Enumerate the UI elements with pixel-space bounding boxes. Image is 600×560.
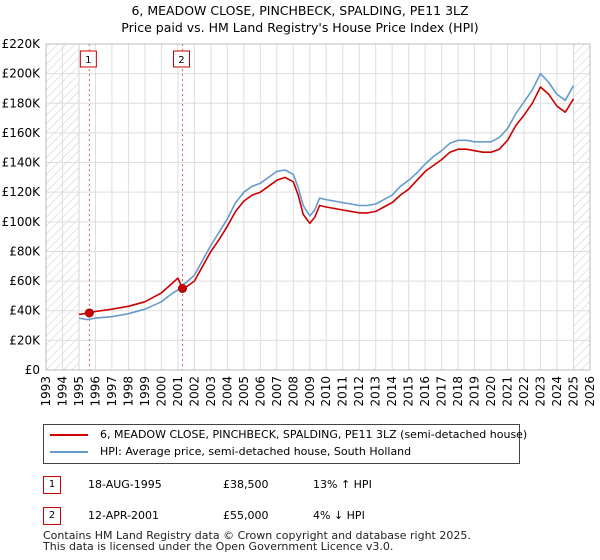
- sale-price-1: £38,500: [223, 478, 269, 491]
- x-axis-ticks: 1993 1994 1995 1996 1997 1998 1999 2000 2001 2002…: [39, 376, 597, 407]
- hatched-region-2: [573, 44, 590, 370]
- y-tick-label: £60K: [9, 274, 41, 288]
- x-tick-label: 2019: [468, 376, 482, 407]
- x-tick-label: 2005: [237, 376, 251, 407]
- x-tick-label: 2018: [451, 376, 465, 407]
- sale-flag-box-1: [79, 50, 97, 68]
- x-tick-label: 2026: [583, 376, 597, 407]
- x-tick-label: 2004: [220, 376, 234, 407]
- footer: Contains HM Land Registry data © Crown c…: [43, 530, 471, 552]
- sale-price-2: £55,000: [223, 509, 269, 522]
- sale-badge-1: 1: [43, 476, 61, 494]
- x-tick-label: 2011: [336, 376, 350, 407]
- x-tick-label: 2023: [534, 376, 548, 407]
- x-tick-label: 2025: [567, 376, 581, 407]
- legend-swatch-property: [50, 434, 88, 436]
- sale-markers: [84, 284, 187, 318]
- x-tick-label: 2001: [171, 376, 185, 407]
- sale-delta-1: 13% ↑ HPI: [313, 478, 372, 491]
- plot-area-border: [45, 43, 591, 371]
- footer-line-2: This data is licensed under the Open Gov…: [43, 540, 394, 553]
- footer-line-1: Contains HM Land Registry data © Crown c…: [43, 529, 471, 542]
- x-tick-label: 1999: [138, 376, 152, 407]
- legend-swatch-hpi: [50, 451, 88, 453]
- x-tick-label: 2017: [435, 376, 449, 407]
- chart-title: 6, MEADOW CLOSE, PINCHBECK, SPALDING, PE…: [0, 2, 600, 36]
- sale-delta-2: 4% ↓ HPI: [313, 509, 365, 522]
- x-tick-label: 2013: [369, 376, 383, 407]
- y-tick-label: £140K: [2, 156, 42, 170]
- x-tick-label: 1994: [55, 376, 69, 407]
- x-tick-label: 2008: [286, 376, 300, 407]
- x-tick-label: 2003: [204, 376, 218, 407]
- x-tick-label: 2014: [385, 376, 399, 407]
- x-tick-label: 2010: [319, 376, 333, 407]
- sale-flag-label-1: 1: [85, 55, 91, 66]
- sale-date-1: 18-AUG-1995: [88, 478, 162, 491]
- y-axis-ticks: £0 £20K £40K £60K £80K £100K £120K £140K £160K £1…: [2, 37, 42, 377]
- x-tick-label: 2002: [187, 376, 201, 407]
- y-tick-label: £200K: [2, 67, 42, 81]
- x-tick-label: 2022: [517, 376, 531, 407]
- sale-date-2: 12-APR-2001: [88, 509, 160, 522]
- grid-layer: [45, 43, 591, 371]
- sale-badge-2: 2: [43, 507, 61, 525]
- x-tick-label: 2016: [418, 376, 432, 407]
- legend-label-property: 6, MEADOW CLOSE, PINCHBECK, SPALDING, PE…: [100, 428, 528, 441]
- y-tick-label: £20K: [9, 333, 41, 347]
- x-tick-label: 1998: [121, 376, 135, 407]
- x-tick-label: 1995: [72, 376, 86, 407]
- hatch-layer: [46, 44, 590, 370]
- y-tick-label: £220K: [2, 37, 42, 51]
- x-tick-label: 2015: [402, 376, 416, 407]
- y-tick-label: £40K: [9, 304, 41, 318]
- x-tick-label: 2024: [550, 376, 564, 407]
- sale-marker-2: [177, 284, 187, 293]
- x-tick-label: 1996: [88, 376, 102, 407]
- y-tick-label: £160K: [2, 126, 42, 140]
- x-tick-label: 1997: [105, 376, 119, 407]
- y-tick-label: £120K: [2, 185, 42, 199]
- x-tick-label: 2021: [501, 376, 515, 407]
- y-tick-label: £100K: [2, 215, 42, 229]
- x-tick-label: 2006: [253, 376, 267, 407]
- hpi-line: [78, 72, 575, 321]
- x-tick-label: 2000: [154, 376, 168, 407]
- x-tick-label: 1993: [39, 376, 53, 407]
- x-tick-label: 2012: [352, 376, 366, 407]
- legend: 6, MEADOW CLOSE, PINCHBECK, SPALDING, PE…: [43, 424, 527, 464]
- y-tick-label: £80K: [9, 244, 41, 258]
- title-line-1: 6, MEADOW CLOSE, PINCHBECK, SPALDING, PE…: [131, 3, 469, 18]
- sale-flag-box-2: [172, 50, 190, 68]
- title-line-2: Price paid vs. HM Land Registry's House …: [121, 20, 479, 35]
- legend-label-hpi: HPI: Average price, semi-detached house,…: [100, 445, 412, 458]
- x-tick-label: 2009: [303, 376, 317, 407]
- x-tick-label: 2007: [270, 376, 284, 407]
- x-tick-label: 2020: [484, 376, 498, 407]
- sale-marker-1: [84, 308, 94, 318]
- y-tick-label: £0: [25, 363, 40, 377]
- sale-flag-label-2: 2: [178, 55, 184, 66]
- y-tick-label: £180K: [2, 96, 42, 110]
